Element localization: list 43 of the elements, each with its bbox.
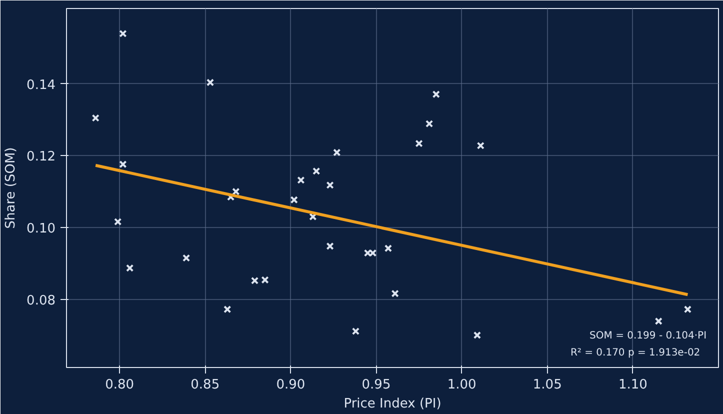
point bbox=[425, 120, 434, 128]
point bbox=[250, 276, 259, 284]
point bbox=[391, 290, 399, 298]
point bbox=[333, 148, 341, 156]
point bbox=[182, 254, 190, 262]
x-tick-label: 0.95 bbox=[362, 378, 391, 392]
annotation: R² = 0.170 p = 1.913e-02 bbox=[570, 348, 700, 359]
y-tick-label: 0.08 bbox=[26, 293, 56, 308]
point bbox=[206, 78, 214, 86]
point bbox=[326, 242, 334, 250]
point bbox=[297, 176, 305, 184]
x-tick-label: 0.80 bbox=[105, 378, 134, 392]
point bbox=[384, 244, 392, 252]
point bbox=[224, 306, 232, 314]
point bbox=[415, 140, 423, 148]
point bbox=[473, 331, 482, 340]
point bbox=[126, 264, 134, 272]
point bbox=[290, 196, 298, 204]
x-tick-label: 0.90 bbox=[276, 378, 306, 392]
point bbox=[114, 218, 122, 226]
y-tick-label: 0.10 bbox=[26, 221, 56, 236]
x-tick-label: 1.00 bbox=[447, 378, 476, 392]
point bbox=[654, 317, 662, 326]
point bbox=[684, 306, 692, 314]
y-tick-label: 0.14 bbox=[26, 78, 56, 93]
y-axis-title: Share (SOM) bbox=[4, 147, 19, 229]
x-tick-label: 1.05 bbox=[532, 378, 562, 392]
point bbox=[309, 212, 317, 221]
point bbox=[352, 327, 360, 336]
point bbox=[92, 114, 100, 122]
annotation: SOM = 0.199 - 0.104·PI bbox=[590, 330, 707, 342]
point bbox=[312, 167, 320, 175]
point bbox=[119, 160, 127, 168]
point bbox=[476, 142, 484, 150]
x-tick-label: 1.10 bbox=[618, 378, 648, 392]
point bbox=[119, 30, 127, 38]
x-axis-title: Price Index (PI) bbox=[344, 396, 442, 412]
point bbox=[432, 90, 440, 98]
y-tick-label: 0.12 bbox=[26, 150, 56, 165]
point bbox=[326, 181, 334, 189]
point bbox=[232, 188, 240, 196]
x-tick-label: 0.85 bbox=[190, 378, 220, 392]
point bbox=[261, 276, 269, 284]
